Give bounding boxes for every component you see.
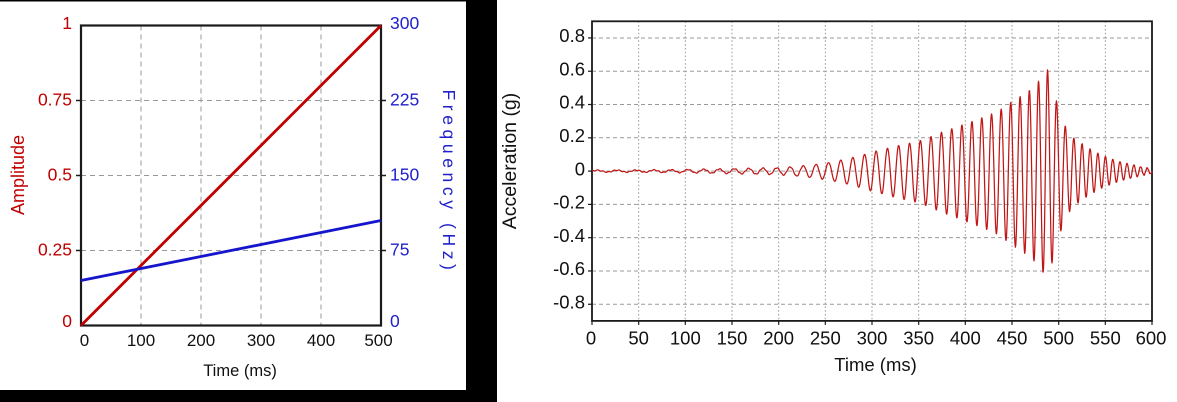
svg-text:300: 300 — [857, 328, 888, 349]
svg-text:75: 75 — [390, 239, 409, 259]
svg-text:0.75: 0.75 — [38, 89, 72, 109]
svg-text:0: 0 — [586, 328, 596, 349]
svg-text:250: 250 — [810, 328, 841, 349]
svg-text:350: 350 — [903, 328, 934, 349]
svg-text:400: 400 — [307, 331, 335, 350]
svg-text:500: 500 — [364, 331, 392, 350]
svg-text:Time (ms): Time (ms) — [834, 354, 917, 375]
svg-text:500: 500 — [1043, 328, 1074, 349]
svg-text:Frequency (Hz): Frequency (Hz) — [439, 90, 459, 275]
svg-text:Acceleration (g): Acceleration (g) — [499, 93, 521, 230]
svg-text:0.2: 0.2 — [559, 125, 585, 146]
svg-text:0.4: 0.4 — [559, 92, 585, 113]
svg-text:0: 0 — [62, 311, 72, 331]
svg-text:150: 150 — [717, 328, 748, 349]
svg-text:0: 0 — [80, 331, 89, 350]
svg-text:100: 100 — [127, 331, 155, 350]
svg-text:150: 150 — [390, 164, 419, 184]
svg-text:Time (ms): Time (ms) — [203, 362, 277, 380]
svg-text:300: 300 — [247, 331, 275, 350]
svg-text:0.8: 0.8 — [559, 25, 585, 46]
svg-text:-0.6: -0.6 — [553, 258, 585, 279]
svg-text:0.25: 0.25 — [38, 239, 72, 259]
svg-text:1: 1 — [62, 13, 72, 33]
svg-text:200: 200 — [187, 331, 215, 350]
svg-text:0: 0 — [575, 158, 585, 179]
svg-text:200: 200 — [763, 328, 794, 349]
svg-text:550: 550 — [1090, 328, 1121, 349]
svg-text:100: 100 — [670, 328, 701, 349]
svg-text:0: 0 — [390, 311, 400, 331]
svg-text:0.6: 0.6 — [559, 58, 585, 79]
svg-text:300: 300 — [390, 13, 419, 33]
svg-text:600: 600 — [1136, 328, 1167, 349]
svg-text:0.5: 0.5 — [48, 164, 72, 184]
svg-text:50: 50 — [628, 328, 649, 349]
svg-text:Amplitude: Amplitude — [8, 135, 28, 215]
svg-text:400: 400 — [950, 328, 981, 349]
svg-text:450: 450 — [997, 328, 1028, 349]
svg-text:-0.8: -0.8 — [553, 291, 585, 312]
svg-text:-0.2: -0.2 — [553, 192, 585, 213]
svg-text:-0.4: -0.4 — [553, 225, 585, 246]
svg-text:225: 225 — [390, 89, 419, 109]
